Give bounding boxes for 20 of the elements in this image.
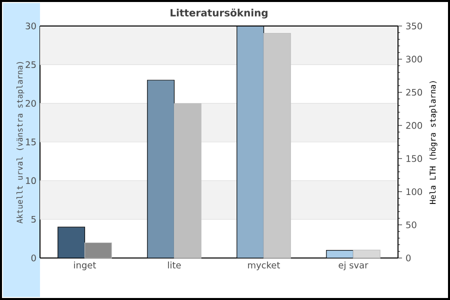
y2-tick-label: 300: [406, 56, 422, 63]
y2-tick-label: 250: [406, 88, 422, 96]
chart-title: Litteratursökning: [170, 8, 268, 19]
x-tick-label: ej svar: [338, 262, 368, 270]
y-tick-label: 20: [26, 100, 36, 107]
y2-tick-label: 0: [406, 254, 411, 262]
x-tick-label: inget: [74, 262, 96, 270]
y-tick-label: 15: [26, 138, 36, 146]
y2-tick-label: 100: [406, 188, 422, 196]
y2-tick-label: 350: [406, 22, 422, 30]
y-tick-label: 0: [31, 254, 36, 262]
y-tick-label: 30: [26, 22, 36, 30]
y2-tick-label: 50: [406, 221, 416, 228]
x-tick-label: mycket: [248, 262, 280, 270]
y-tick-label: 25: [26, 61, 36, 68]
y-tick-label: 10: [26, 177, 36, 184]
y2-tick-label: 150: [406, 155, 422, 162]
y-tick-label: 5: [31, 216, 36, 223]
y2-tick-label: 200: [406, 122, 422, 129]
x-tick-label: lite: [168, 262, 181, 268]
